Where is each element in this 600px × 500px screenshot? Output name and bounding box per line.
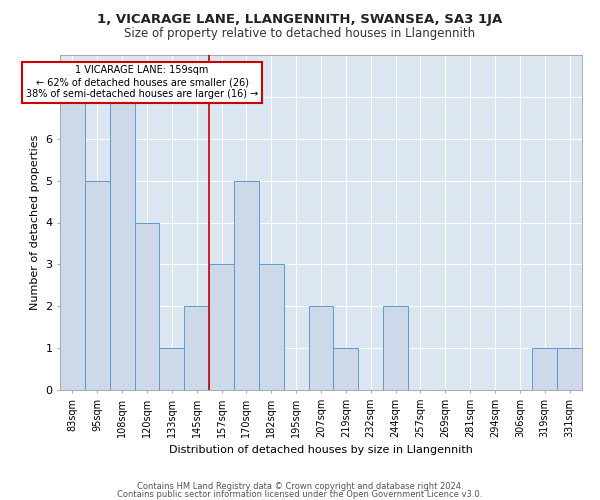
Bar: [234, 180, 259, 390]
Bar: [85, 180, 110, 390]
Bar: [334, 348, 358, 390]
Bar: [557, 348, 582, 390]
Bar: [383, 306, 408, 390]
Text: Contains HM Land Registry data © Crown copyright and database right 2024.: Contains HM Land Registry data © Crown c…: [137, 482, 463, 491]
Bar: [532, 348, 557, 390]
Text: 1 VICARAGE LANE: 159sqm
← 62% of detached houses are smaller (26)
38% of semi-de: 1 VICARAGE LANE: 159sqm ← 62% of detache…: [26, 66, 258, 98]
Bar: [308, 306, 334, 390]
X-axis label: Distribution of detached houses by size in Llangennith: Distribution of detached houses by size …: [169, 446, 473, 456]
Bar: [209, 264, 234, 390]
Bar: [60, 97, 85, 390]
Bar: [184, 306, 209, 390]
Bar: [259, 264, 284, 390]
Bar: [134, 222, 160, 390]
Bar: [110, 97, 134, 390]
Text: Contains public sector information licensed under the Open Government Licence v3: Contains public sector information licen…: [118, 490, 482, 499]
Text: Size of property relative to detached houses in Llangennith: Size of property relative to detached ho…: [124, 28, 476, 40]
Bar: [160, 348, 184, 390]
Text: 1, VICARAGE LANE, LLANGENNITH, SWANSEA, SA3 1JA: 1, VICARAGE LANE, LLANGENNITH, SWANSEA, …: [97, 12, 503, 26]
Y-axis label: Number of detached properties: Number of detached properties: [29, 135, 40, 310]
